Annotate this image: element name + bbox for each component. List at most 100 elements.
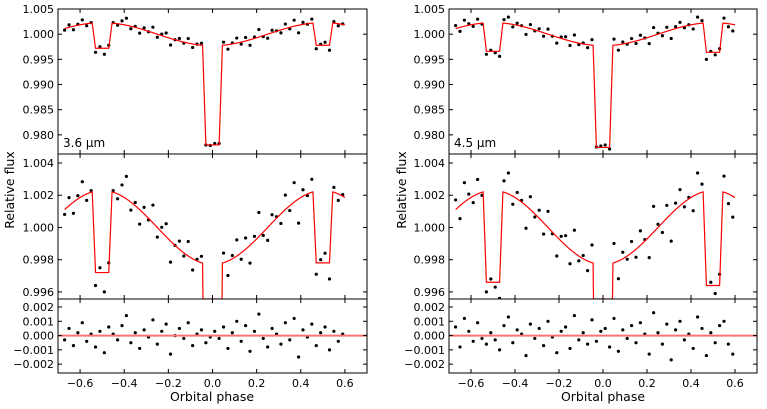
residual-point <box>696 315 700 319</box>
residual-point <box>336 339 340 343</box>
data-point <box>98 45 102 49</box>
data-point <box>63 28 67 32</box>
data-point <box>652 204 656 208</box>
residual-point <box>467 329 471 333</box>
data-point <box>199 41 204 45</box>
residual-point <box>244 323 248 328</box>
data-point <box>498 296 502 299</box>
data-point <box>221 251 226 255</box>
data-point <box>314 272 318 276</box>
residual-point <box>164 322 168 326</box>
residual-point <box>599 329 603 333</box>
x-tick-label: −0.6 <box>67 377 94 390</box>
data-point <box>310 177 314 181</box>
data-point <box>186 36 190 41</box>
plot-area <box>63 174 346 299</box>
data-point <box>151 25 155 29</box>
residual-point <box>537 326 541 331</box>
data-point <box>85 198 89 202</box>
residual-point <box>177 326 181 331</box>
residual-point <box>476 321 480 325</box>
data-point <box>476 177 480 182</box>
data-point <box>155 235 159 239</box>
data-point <box>292 18 296 22</box>
residual-point <box>634 341 638 345</box>
y-tick-label: 0.990 <box>414 79 446 92</box>
y-tick-label: −0.001 <box>404 344 445 357</box>
data-point <box>221 40 226 44</box>
residual-point <box>63 338 67 342</box>
data-point <box>621 40 625 44</box>
y-tick-label: 1.004 <box>23 157 55 170</box>
residual-point <box>199 328 204 332</box>
data-point <box>327 48 332 52</box>
residual-point <box>533 336 537 341</box>
panel-frame <box>448 153 758 300</box>
data-point <box>568 43 572 48</box>
data-point <box>332 185 336 189</box>
model-curve <box>64 22 346 146</box>
data-point <box>537 208 541 212</box>
residual-point <box>669 358 673 362</box>
data-point <box>213 141 217 146</box>
y-tick-label: 0.995 <box>414 53 446 66</box>
residual-point <box>248 349 252 353</box>
x-tick-label: 0.2 <box>248 377 266 390</box>
data-point <box>142 26 146 30</box>
y-tick-label: 1.000 <box>414 28 446 41</box>
x-tick-label: 0.4 <box>682 377 700 390</box>
residual-point <box>577 338 581 342</box>
residual-point <box>559 329 563 333</box>
data-point <box>71 211 76 215</box>
data-point <box>511 25 515 29</box>
data-point <box>257 27 261 32</box>
data-point <box>625 257 629 261</box>
data-point <box>186 239 190 244</box>
data-point <box>638 33 643 37</box>
residual-point <box>704 353 709 358</box>
residual-point <box>279 342 283 346</box>
x-tick-label: −0.2 <box>546 377 573 390</box>
y-tick-label: 0.996 <box>414 286 446 299</box>
data-point <box>270 213 274 217</box>
residual-point <box>678 319 682 323</box>
y-tick-label: 0.998 <box>23 254 55 267</box>
residual-point <box>718 323 722 328</box>
residual-point <box>691 346 695 351</box>
data-point <box>257 210 261 215</box>
x-tick-label: 0.2 <box>638 377 656 390</box>
data-point <box>612 37 616 41</box>
y-tick-label: 0.001 <box>23 315 55 328</box>
data-point <box>564 35 568 39</box>
y-tick-label: 0.995 <box>23 53 55 66</box>
residual-point <box>506 315 510 319</box>
data-point <box>76 194 80 198</box>
y-tick-label: 0.996 <box>23 286 55 299</box>
y-tick-label: 1.000 <box>23 221 55 234</box>
data-point <box>542 232 546 236</box>
residual-point <box>546 319 550 323</box>
residual-point <box>288 338 292 342</box>
residual-point <box>323 325 327 329</box>
data-point <box>713 53 717 57</box>
residual-point <box>239 339 243 343</box>
residual-point <box>511 341 515 345</box>
panel-frame <box>448 8 758 155</box>
residual-point <box>462 316 466 321</box>
data-point <box>454 23 458 28</box>
y-axis-label-right: Relative flux <box>394 151 409 229</box>
data-point <box>665 25 669 29</box>
data-point <box>288 208 292 213</box>
data-point <box>168 43 173 47</box>
residual-point <box>524 353 528 358</box>
data-point <box>252 234 257 238</box>
data-point <box>67 196 71 200</box>
residual-point <box>310 322 314 326</box>
residual-point <box>186 321 190 325</box>
residual-point <box>586 342 590 346</box>
data-point <box>546 27 550 31</box>
data-point <box>638 229 643 233</box>
residual-point <box>493 338 497 342</box>
data-point <box>682 205 687 209</box>
